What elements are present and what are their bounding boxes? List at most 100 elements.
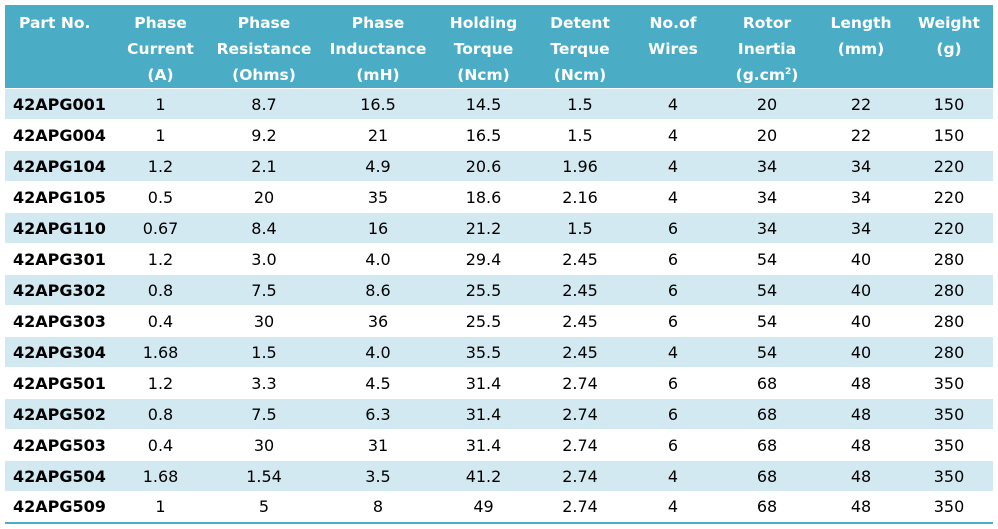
header-line: (Ncm) <box>553 66 607 84</box>
cell-detent-torque: 2.45 <box>531 305 629 337</box>
header-line: Weight <box>918 14 980 32</box>
cell-length: 48 <box>817 491 905 524</box>
cell-phase-inductance: 3.5 <box>320 460 436 492</box>
col-header-part-no: Part No. <box>5 5 113 89</box>
cell-weight: 220 <box>905 212 993 244</box>
cell-no-of-wires: 6 <box>629 274 717 306</box>
cell-weight: 350 <box>905 429 993 461</box>
header-line: Detent <box>550 14 610 32</box>
cell-rotor-inertia: 68 <box>717 429 817 461</box>
cell-weight: 150 <box>905 119 993 151</box>
cell-holding-torque: 29.4 <box>436 243 531 275</box>
table-row: 42APG501 1.2 3.3 4.5 31.4 2.74 6 68 48 350 <box>5 367 993 399</box>
cell-phase-resistance: 8.4 <box>208 212 320 244</box>
cell-length: 48 <box>817 429 905 461</box>
cell-phase-current: 0.5 <box>113 181 208 213</box>
cell-phase-resistance: 20 <box>208 181 320 213</box>
table-row: 42APG304 1.68 1.5 4.0 35.5 2.45 4 54 40 280 <box>5 336 993 368</box>
table-row: 42APG504 1.68 1.54 3.5 41.2 2.74 4 68 48 350 <box>5 460 993 492</box>
table-row: 42APG502 0.8 7.5 6.3 31.4 2.74 6 68 48 350 <box>5 398 993 430</box>
cell-holding-torque: 25.5 <box>436 305 531 337</box>
cell-detent-torque: 2.16 <box>531 181 629 213</box>
header-line: Part No. <box>19 14 91 32</box>
cell-phase-inductance: 16 <box>320 212 436 244</box>
cell-length: 34 <box>817 212 905 244</box>
table-row: 42APG303 0.4 30 36 25.5 2.45 6 54 40 280 <box>5 305 993 337</box>
cell-holding-torque: 21.2 <box>436 212 531 244</box>
header-line: Phase <box>237 14 291 32</box>
cell-weight: 280 <box>905 305 993 337</box>
cell-phase-resistance: 8.7 <box>208 88 320 120</box>
cell-detent-torque: 1.5 <box>531 88 629 120</box>
cell-length: 40 <box>817 243 905 275</box>
cell-phase-inductance: 8 <box>320 491 436 524</box>
table-body: 42APG001 1 8.7 16.5 14.5 1.5 4 20 22 150 42APG004 1… <box>5 88 993 524</box>
table-row: 42APG503 0.4 30 31 31.4 2.74 6 68 48 350 <box>5 429 993 461</box>
col-header-detent-torque: Detent Terque (Ncm) <box>531 5 629 89</box>
unit-text: (g.cm <box>735 66 786 84</box>
cell-no-of-wires: 6 <box>629 305 717 337</box>
cell-weight: 350 <box>905 398 993 430</box>
cell-no-of-wires: 4 <box>629 88 717 120</box>
cell-detent-torque: 2.74 <box>531 429 629 461</box>
col-header-weight: Weight (g) <box>905 5 993 89</box>
cell-part-no: 42APG110 <box>5 212 113 244</box>
cell-holding-torque: 31.4 <box>436 398 531 430</box>
cell-detent-torque: 1.5 <box>531 119 629 151</box>
cell-length: 40 <box>817 305 905 337</box>
cell-no-of-wires: 6 <box>629 398 717 430</box>
cell-no-of-wires: 4 <box>629 460 717 492</box>
cell-phase-inductance: 31 <box>320 429 436 461</box>
cell-phase-resistance: 1.5 <box>208 336 320 368</box>
cell-phase-resistance: 30 <box>208 429 320 461</box>
header-line: Terque <box>550 40 610 58</box>
cell-part-no: 42APG105 <box>5 181 113 213</box>
table-row: 42APG302 0.8 7.5 8.6 25.5 2.45 6 54 40 280 <box>5 274 993 306</box>
cell-phase-inductance: 36 <box>320 305 436 337</box>
cell-detent-torque: 2.74 <box>531 367 629 399</box>
cell-no-of-wires: 6 <box>629 212 717 244</box>
cell-phase-current: 1.2 <box>113 243 208 275</box>
col-header-rotor-inertia: Rotor Inertia (g.cm2) <box>717 5 817 89</box>
cell-rotor-inertia: 34 <box>717 212 817 244</box>
table-row: 42APG004 1 9.2 21 16.5 1.5 4 20 22 150 <box>5 119 993 151</box>
cell-detent-torque: 1.5 <box>531 212 629 244</box>
cell-no-of-wires: 6 <box>629 243 717 275</box>
cell-phase-current: 1.68 <box>113 460 208 492</box>
cell-phase-current: 1 <box>113 88 208 120</box>
table-row: 42APG105 0.5 20 35 18.6 2.16 4 34 34 220 <box>5 181 993 213</box>
cell-phase-resistance: 30 <box>208 305 320 337</box>
cell-rotor-inertia: 68 <box>717 491 817 524</box>
table-row: 42APG509 1 5 8 49 2.74 4 68 48 350 <box>5 491 993 524</box>
cell-detent-torque: 2.74 <box>531 398 629 430</box>
cell-weight: 220 <box>905 181 993 213</box>
cell-phase-current: 0.4 <box>113 305 208 337</box>
cell-phase-resistance: 5 <box>208 491 320 524</box>
cell-holding-torque: 18.6 <box>436 181 531 213</box>
cell-rotor-inertia: 68 <box>717 398 817 430</box>
cell-part-no: 42APG001 <box>5 88 113 120</box>
cell-phase-inductance: 4.5 <box>320 367 436 399</box>
cell-no-of-wires: 4 <box>629 181 717 213</box>
cell-phase-inductance: 6.3 <box>320 398 436 430</box>
cell-phase-current: 0.4 <box>113 429 208 461</box>
cell-length: 22 <box>817 119 905 151</box>
cell-detent-torque: 2.74 <box>531 460 629 492</box>
cell-phase-inductance: 4.0 <box>320 243 436 275</box>
cell-rotor-inertia: 54 <box>717 336 817 368</box>
cell-phase-current: 1.2 <box>113 150 208 182</box>
cell-part-no: 42APG502 <box>5 398 113 430</box>
cell-rotor-inertia: 54 <box>717 243 817 275</box>
cell-phase-current: 0.67 <box>113 212 208 244</box>
header-line: Wires <box>648 40 698 58</box>
cell-weight: 350 <box>905 367 993 399</box>
cell-length: 40 <box>817 274 905 306</box>
cell-phase-current: 0.8 <box>113 398 208 430</box>
col-header-phase-current: Phase Current (A) <box>113 5 208 89</box>
cell-weight: 220 <box>905 150 993 182</box>
col-header-no-of-wires: No.of Wires <box>629 5 717 89</box>
cell-holding-torque: 41.2 <box>436 460 531 492</box>
cell-rotor-inertia: 34 <box>717 150 817 182</box>
cell-phase-current: 1.68 <box>113 336 208 368</box>
